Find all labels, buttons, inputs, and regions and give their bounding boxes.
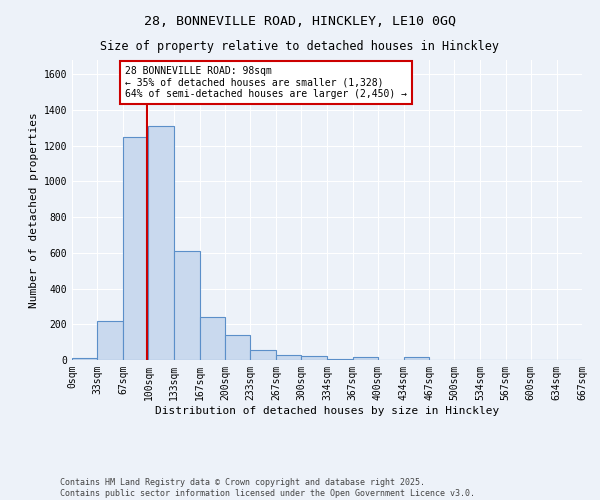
Bar: [328, 359, 353, 360]
Text: Size of property relative to detached houses in Hinckley: Size of property relative to detached ho…: [101, 40, 499, 53]
Bar: [250, 350, 276, 360]
Bar: [173, 251, 200, 360]
Y-axis label: Number of detached properties: Number of detached properties: [29, 112, 40, 308]
Bar: [200, 317, 225, 360]
Bar: [225, 335, 250, 360]
Bar: [404, 358, 429, 360]
Text: 28, BONNEVILLE ROAD, HINCKLEY, LE10 0GQ: 28, BONNEVILLE ROAD, HINCKLEY, LE10 0GQ: [144, 15, 456, 28]
Bar: [148, 126, 173, 360]
Bar: [123, 137, 148, 360]
Bar: [276, 354, 301, 360]
X-axis label: Distribution of detached houses by size in Hinckley: Distribution of detached houses by size …: [155, 406, 499, 415]
Bar: [72, 358, 97, 360]
Text: 28 BONNEVILLE ROAD: 98sqm
← 35% of detached houses are smaller (1,328)
64% of se: 28 BONNEVILLE ROAD: 98sqm ← 35% of detac…: [125, 66, 407, 99]
Bar: [353, 358, 378, 360]
Bar: [301, 356, 328, 360]
Bar: [97, 320, 123, 360]
Text: Contains HM Land Registry data © Crown copyright and database right 2025.
Contai: Contains HM Land Registry data © Crown c…: [60, 478, 475, 498]
